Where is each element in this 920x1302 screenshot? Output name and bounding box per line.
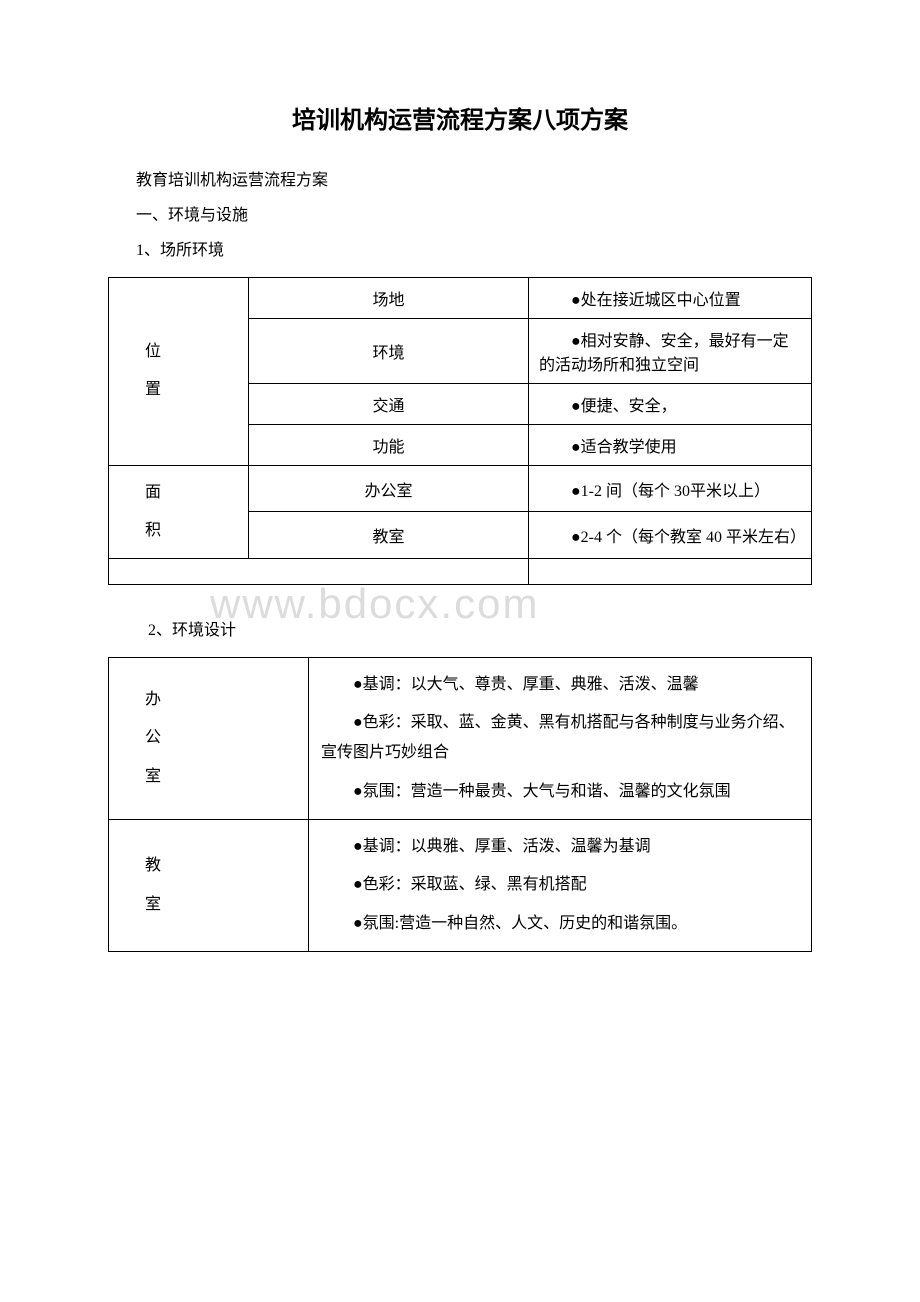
row-label-office: 办 公 室 <box>109 657 309 820</box>
cell-right: ●2-4 个（每个教室 40 平米左右） <box>529 512 812 559</box>
bullet-line: ●色彩：采取蓝、绿、黑有机搭配 <box>321 870 799 900</box>
table-row: 位 置 场地 ●处在接近城区中心位置 <box>109 277 812 318</box>
vchar: 办 <box>145 681 298 719</box>
cell-mid: 环境 <box>249 318 529 383</box>
cell-mid: 功能 <box>249 424 529 465</box>
bullet-line: ●氛围：营造一种最贵、大气与和谐、温馨的文化氛围 <box>321 777 799 807</box>
intro-line: 教育培训机构运营流程方案 <box>136 163 812 198</box>
vchar: 置 <box>145 371 238 409</box>
vchar: 面 <box>145 474 238 512</box>
vchar: 公 <box>145 719 298 757</box>
empty-cell <box>529 559 812 585</box>
row-group-label-area: 面 积 <box>109 465 249 559</box>
vchar: 室 <box>145 886 298 924</box>
cell-mid: 教室 <box>249 512 529 559</box>
cell-content: ●基调：以大气、尊贵、厚重、典雅、活泼、温馨 ●色彩：采取、蓝、金黄、黑有机搭配… <box>309 657 812 820</box>
cell-right: ●适合教学使用 <box>529 424 812 465</box>
table-row: 面 积 办公室 ●1-2 间（每个 30平米以上） <box>109 465 812 512</box>
row-label-classroom: 教 室 <box>109 820 309 952</box>
bullet-line: ●基调：以大气、尊贵、厚重、典雅、活泼、温馨 <box>321 670 799 700</box>
design-table: 办 公 室 ●基调：以大气、尊贵、厚重、典雅、活泼、温馨 ●色彩：采取、蓝、金黄… <box>108 657 812 953</box>
vchar: 室 <box>145 758 298 796</box>
cell-right: ●处在接近城区中心位置 <box>529 277 812 318</box>
bullet-line: ●色彩：采取、蓝、金黄、黑有机搭配与各种制度与业务介绍、宣传图片巧妙组合 <box>321 708 799 769</box>
bullet-line: ●基调：以典雅、厚重、活泼、温馨为基调 <box>321 832 799 862</box>
vchar: 教 <box>145 847 298 885</box>
cell-right: ●便捷、安全， <box>529 383 812 424</box>
subheading-1: 1、场所环境 <box>136 233 812 268</box>
subheading-2: 2、环境设计 <box>148 613 812 648</box>
cell-content: ●基调：以典雅、厚重、活泼、温馨为基调 ●色彩：采取蓝、绿、黑有机搭配 ●氛围:… <box>309 820 812 952</box>
table-row-empty <box>109 559 812 585</box>
cell-right: ●相对安静、安全，最好有一定的活动场所和独立空间 <box>529 318 812 383</box>
venue-table: 位 置 场地 ●处在接近城区中心位置 环境 ●相对安静、安全，最好有一定的活动场… <box>108 277 812 586</box>
bullet-line: ●氛围:营造一种自然、人文、历史的和谐氛围。 <box>321 909 799 939</box>
vchar: 位 <box>145 333 238 371</box>
cell-mid: 办公室 <box>249 465 529 512</box>
table-row: 教 室 ●基调：以典雅、厚重、活泼、温馨为基调 ●色彩：采取蓝、绿、黑有机搭配 … <box>109 820 812 952</box>
page-title: 培训机构运营流程方案八项方案 <box>108 100 812 135</box>
vchar: 积 <box>145 512 238 550</box>
row-group-label-location: 位 置 <box>109 277 249 465</box>
empty-cell <box>109 559 529 585</box>
heading-1: 一、环境与设施 <box>136 198 812 233</box>
table-row: 办 公 室 ●基调：以大气、尊贵、厚重、典雅、活泼、温馨 ●色彩：采取、蓝、金黄… <box>109 657 812 820</box>
cell-mid: 场地 <box>249 277 529 318</box>
cell-right: ●1-2 间（每个 30平米以上） <box>529 465 812 512</box>
cell-mid: 交通 <box>249 383 529 424</box>
